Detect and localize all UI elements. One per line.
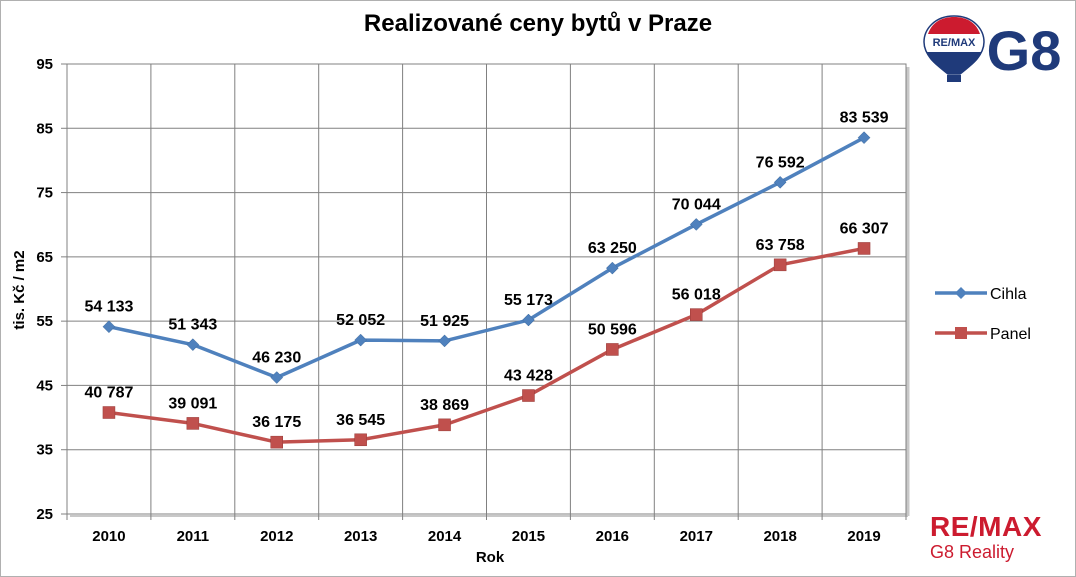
legend-marker-cihla xyxy=(955,287,967,299)
y-tick-label: 35 xyxy=(36,442,53,459)
x-tick-label: 2016 xyxy=(596,528,629,545)
data-label-cihla: 63 250 xyxy=(588,240,637,257)
data-label-panel: 38 869 xyxy=(420,397,469,414)
data-label-cihla: 70 044 xyxy=(672,196,721,213)
x-tick-label: 2014 xyxy=(428,528,462,545)
y-tick-label: 95 xyxy=(36,56,53,73)
marker-panel xyxy=(186,417,200,430)
series-group xyxy=(102,131,871,449)
y-tick-label: 55 xyxy=(36,313,53,330)
series-line-cihla xyxy=(108,136,865,380)
data-label-cihla: 55 173 xyxy=(504,292,553,309)
x-tick-label: 2012 xyxy=(260,528,293,545)
data-labels: 54 133 51 343 46 230 52 052 51 925 55 173 63 2… xyxy=(84,110,888,431)
marker-cihla xyxy=(605,261,619,275)
svg-text:RE/MAX: RE/MAX xyxy=(933,37,976,49)
data-label-cihla: 76 592 xyxy=(756,154,805,171)
marker-panel xyxy=(522,389,535,402)
data-label-cihla: 54 133 xyxy=(84,299,133,316)
axis-ticks: 25 35 45 55 65 75 85 95 2010 2011 2012 2013 2014 2015… xyxy=(36,56,880,545)
grid xyxy=(61,63,910,520)
y-tick-label: 25 xyxy=(36,506,53,523)
x-tick-label: 2013 xyxy=(344,528,377,545)
data-label-panel: 36 175 xyxy=(252,414,301,431)
chart-title: Realizované ceny bytů v Praze xyxy=(363,10,713,37)
x-tick-label: 2019 xyxy=(847,528,880,545)
data-label-panel: 66 307 xyxy=(840,220,889,237)
marker-panel xyxy=(690,308,703,321)
legend: Cihla Panel xyxy=(935,286,1031,343)
balloon-icon: RE/MAX xyxy=(923,15,985,82)
data-label-cihla: 46 230 xyxy=(252,350,301,367)
legend-marker-panel xyxy=(955,327,967,339)
marker-cihla xyxy=(438,334,451,348)
y-tick-label: 85 xyxy=(36,120,53,137)
x-axis-label: Rok xyxy=(476,549,505,566)
data-label-panel: 63 758 xyxy=(756,237,805,254)
data-label-cihla: 51 925 xyxy=(420,313,469,330)
x-tick-label: 2017 xyxy=(680,528,713,545)
marker-cihla xyxy=(689,218,703,231)
marker-panel xyxy=(438,418,451,432)
data-label-panel: 36 545 xyxy=(336,412,385,429)
x-tick-label: 2010 xyxy=(92,528,125,545)
y-tick-label: 65 xyxy=(36,249,53,266)
marker-cihla xyxy=(773,175,787,189)
y-tick-label: 75 xyxy=(36,185,53,202)
data-label-panel: 43 428 xyxy=(504,368,553,385)
remax-brand: RE/MAX G8 Reality xyxy=(930,511,1070,563)
brand-subtitle: G8 Reality xyxy=(930,542,1015,562)
g8-mark: G8 xyxy=(987,19,1062,82)
x-tick-label: 2015 xyxy=(512,528,545,545)
marker-cihla xyxy=(522,313,535,327)
marker-cihla xyxy=(857,131,871,145)
marker-cihla xyxy=(270,371,284,384)
marker-cihla xyxy=(354,333,368,347)
x-tick-label: 2018 xyxy=(763,528,796,545)
x-tick-label: 2011 xyxy=(177,528,210,545)
legend-label-cihla: Cihla xyxy=(990,286,1027,303)
data-label-cihla: 83 539 xyxy=(840,110,889,127)
marker-panel xyxy=(773,258,787,272)
brand-name: RE/MAX xyxy=(930,511,1042,542)
data-label-cihla: 52 052 xyxy=(336,312,385,329)
data-label-panel: 56 018 xyxy=(672,287,721,304)
data-label-panel: 50 596 xyxy=(588,321,637,338)
marker-panel xyxy=(102,406,116,419)
data-label-cihla: 51 343 xyxy=(168,317,217,334)
remax-g8-logo: RE/MAX G8 xyxy=(923,15,1062,82)
marker-panel xyxy=(606,343,619,356)
marker-panel xyxy=(354,433,367,447)
marker-cihla xyxy=(102,320,116,334)
data-label-panel: 40 787 xyxy=(84,385,133,402)
y-axis-label: tis. Kč / m2 xyxy=(11,250,28,329)
marker-cihla xyxy=(186,338,200,352)
marker-panel xyxy=(270,435,283,449)
series-line-panel xyxy=(108,246,865,444)
y-tick-label: 45 xyxy=(36,377,53,394)
legend-label-panel: Panel xyxy=(990,326,1031,343)
marker-panel xyxy=(857,242,871,255)
data-label-panel: 39 091 xyxy=(168,395,217,412)
